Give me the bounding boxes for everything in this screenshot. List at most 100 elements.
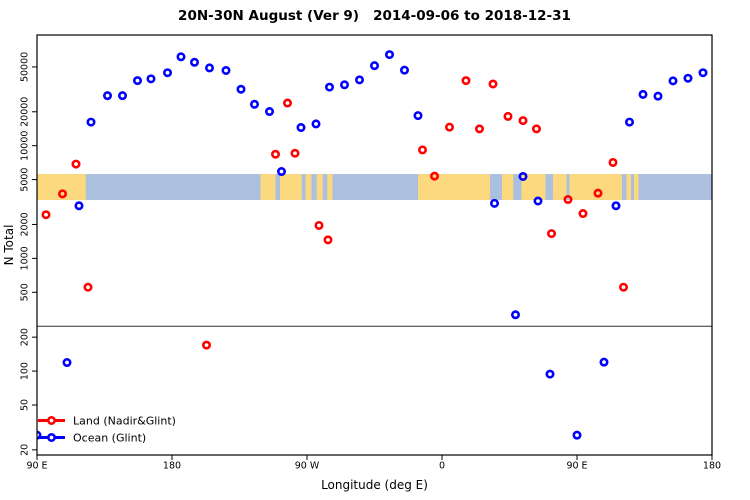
x-tick-label: 90 E <box>26 461 47 472</box>
x-tick-label: 180 <box>703 461 721 472</box>
data-point <box>618 282 628 292</box>
plot-border <box>36 34 713 456</box>
data-point <box>572 430 582 440</box>
y-tick-label: 20000 <box>20 97 31 127</box>
map-band-land <box>502 174 514 200</box>
data-point <box>668 76 678 86</box>
data-point <box>518 171 528 181</box>
data-point <box>578 209 588 219</box>
axis-ticks: 90 E 180 90 W 0 90 E 180 20 50 100 200 500 1000 2000… <box>20 52 722 472</box>
data-point <box>276 167 286 177</box>
data-point <box>250 99 260 109</box>
data-points <box>37 50 708 440</box>
y-tick-label: 1000 <box>20 246 31 270</box>
data-point <box>62 358 72 368</box>
data-point <box>611 201 621 211</box>
data-point <box>311 119 321 129</box>
x-tick-label: 90 E <box>566 461 587 472</box>
map-band-land <box>418 174 490 200</box>
legend-label: Land (Nadir&Glint) <box>73 415 176 428</box>
data-point <box>324 82 334 92</box>
data-point <box>339 80 349 90</box>
data-point <box>545 369 555 379</box>
data-point <box>236 84 246 94</box>
data-point <box>563 195 573 205</box>
data-point <box>488 79 498 89</box>
y-tick-label: 100 <box>20 362 31 380</box>
data-point <box>518 116 528 126</box>
data-point <box>314 220 324 230</box>
data-point <box>146 74 156 84</box>
data-point <box>296 123 306 133</box>
x-tick-label: 180 <box>163 461 181 472</box>
data-point <box>510 310 520 320</box>
data-point <box>429 171 439 181</box>
map-band-land <box>553 174 567 200</box>
data-point <box>37 430 42 440</box>
data-point <box>531 124 541 134</box>
data-point <box>163 68 173 78</box>
data-point <box>489 198 499 208</box>
map-band-land <box>626 174 631 200</box>
data-point <box>118 91 128 101</box>
y-tick-label: 10000 <box>20 131 31 161</box>
map-band-land <box>305 174 312 200</box>
data-point <box>71 159 81 169</box>
legend-label: Ocean (Glint) <box>73 432 146 445</box>
data-point <box>461 76 471 86</box>
data-point <box>384 50 394 60</box>
data-point <box>74 201 84 211</box>
data-point <box>290 148 300 158</box>
data-point <box>444 122 454 132</box>
legend-marker-circle <box>46 415 56 425</box>
data-point <box>41 210 51 220</box>
data-point <box>221 65 231 75</box>
data-point <box>533 196 543 206</box>
legend: Land (Nadir&Glint) Ocean (Glint) <box>38 415 176 445</box>
data-point <box>683 73 693 83</box>
map-band-land <box>316 174 323 200</box>
data-point <box>133 76 143 86</box>
data-point <box>599 357 609 367</box>
data-point <box>270 149 280 159</box>
y-tick-label: 20 <box>20 444 31 456</box>
data-point <box>176 52 186 62</box>
data-point <box>354 75 364 85</box>
map-band-land <box>327 174 333 200</box>
x-tick-label: 0 <box>439 461 445 472</box>
data-point <box>503 111 513 121</box>
latitude-map-band <box>37 174 712 200</box>
data-point <box>399 65 409 75</box>
data-point <box>205 63 215 73</box>
data-point <box>593 188 603 198</box>
y-axis-title: N Total <box>2 225 16 266</box>
x-tick-label: 90 W <box>295 461 320 472</box>
data-point <box>653 91 663 101</box>
map-band-land <box>260 174 276 200</box>
data-point <box>323 235 333 245</box>
data-point <box>698 68 708 78</box>
y-tick-label: 50 <box>20 399 31 411</box>
data-point <box>369 61 379 71</box>
x-axis-title: Longitude (deg E) <box>321 478 428 492</box>
data-point <box>417 145 427 155</box>
data-point <box>86 117 96 127</box>
data-point <box>413 111 423 121</box>
y-tick-label: 5000 <box>20 168 31 192</box>
y-tick-label: 2000 <box>20 212 31 236</box>
data-point <box>282 98 292 108</box>
data-point <box>608 157 618 167</box>
data-point <box>624 117 634 127</box>
data-point <box>546 229 556 239</box>
map-band-land <box>634 174 639 200</box>
legend-marker-circle <box>46 432 56 442</box>
data-point <box>264 107 274 117</box>
data-point <box>202 340 212 350</box>
data-point <box>474 124 484 134</box>
data-point <box>190 57 200 67</box>
y-tick-label: 200 <box>20 328 31 346</box>
map-band-land <box>280 174 302 200</box>
data-point <box>57 189 67 199</box>
